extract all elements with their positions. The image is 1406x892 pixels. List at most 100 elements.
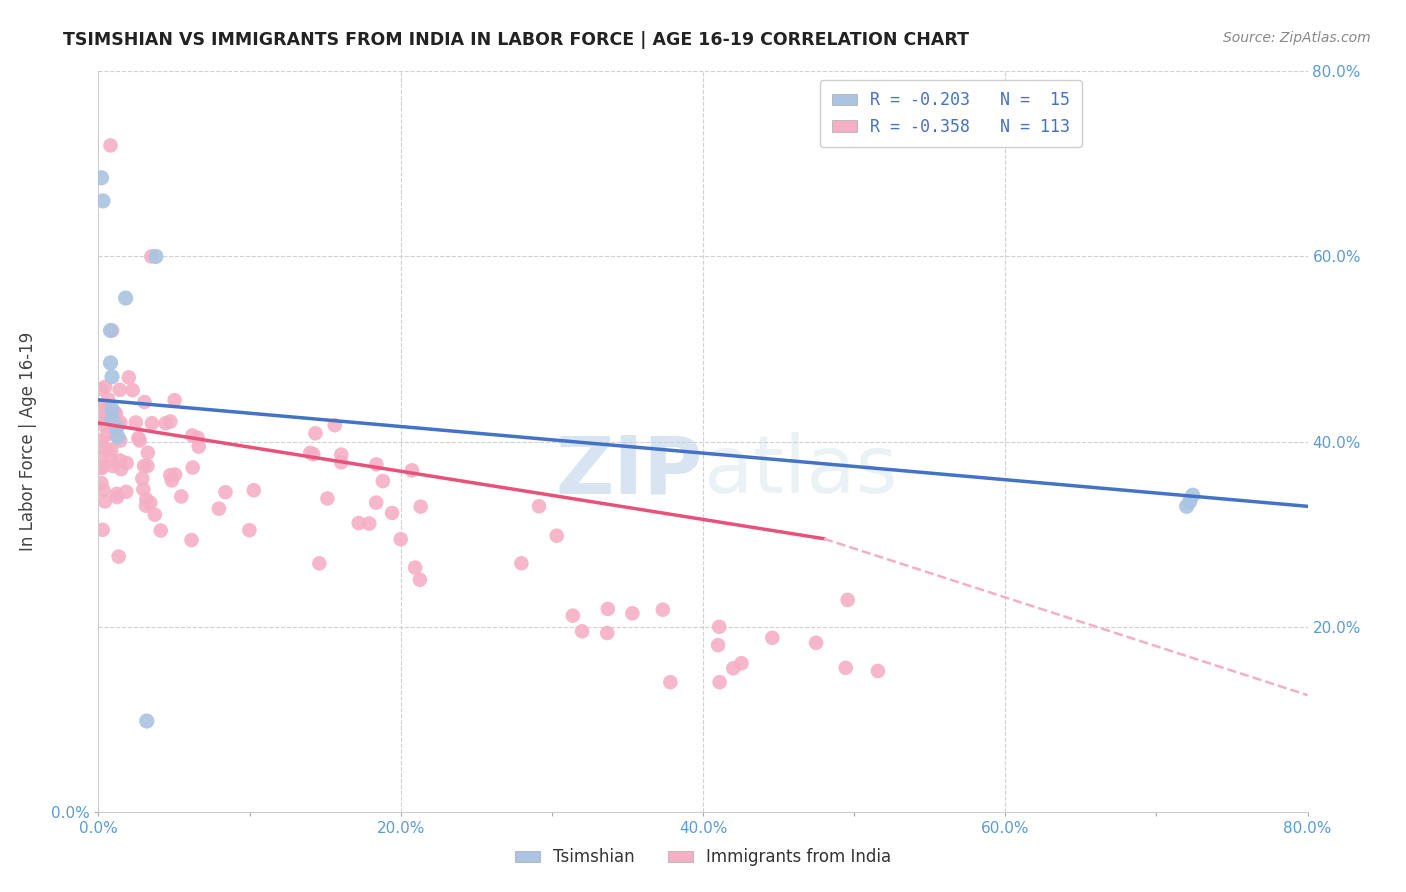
Point <box>1181 488 1204 502</box>
Point <box>134 395 156 409</box>
Point <box>135 714 157 728</box>
Point <box>299 446 322 460</box>
Point <box>107 430 129 444</box>
Point <box>115 484 138 499</box>
Text: Source: ZipAtlas.com: Source: ZipAtlas.com <box>1223 31 1371 45</box>
Point <box>155 416 177 430</box>
Point <box>93 483 115 498</box>
Point <box>381 506 404 520</box>
Point <box>596 626 619 640</box>
Point <box>651 603 673 617</box>
Point <box>366 458 388 472</box>
Point <box>159 468 181 483</box>
Point <box>723 661 745 675</box>
Point <box>527 500 550 514</box>
Point <box>145 250 167 264</box>
Point <box>101 411 124 425</box>
Point <box>96 427 118 442</box>
Point <box>132 458 155 473</box>
Point <box>107 417 129 432</box>
Point <box>114 291 136 305</box>
Point <box>104 406 127 420</box>
Point <box>141 416 163 430</box>
Point <box>90 401 112 416</box>
Point <box>100 324 122 338</box>
Point <box>404 560 426 574</box>
Point <box>100 453 122 467</box>
Point <box>571 624 593 639</box>
Point <box>90 434 112 449</box>
Text: TSIMSHIAN VS IMMIGRANTS FROM INDIA IN LABOR FORCE | AGE 16-19 CORRELATION CHART: TSIMSHIAN VS IMMIGRANTS FROM INDIA IN LA… <box>63 31 969 49</box>
Point <box>330 455 353 469</box>
Point <box>804 636 827 650</box>
Point <box>100 138 122 153</box>
Point <box>96 398 118 412</box>
Point <box>105 487 128 501</box>
Point <box>90 460 112 475</box>
Point <box>835 661 858 675</box>
Point <box>165 467 187 482</box>
Point <box>105 420 128 434</box>
Point <box>659 675 682 690</box>
Point <box>1178 494 1201 508</box>
Point <box>308 557 330 571</box>
Point <box>90 382 112 396</box>
Point <box>139 496 162 510</box>
Point <box>359 516 381 531</box>
Point <box>93 418 115 433</box>
Point <box>118 370 141 384</box>
Point <box>316 491 339 506</box>
Point <box>125 416 148 430</box>
Y-axis label: In Labor Force | Age 16-19: In Labor Force | Age 16-19 <box>18 332 37 551</box>
Point <box>304 426 326 441</box>
Point <box>110 416 132 430</box>
Point <box>866 664 889 678</box>
Point <box>100 356 122 370</box>
Point <box>707 638 730 652</box>
Point <box>94 409 117 424</box>
Point <box>170 490 193 504</box>
Point <box>90 476 112 491</box>
Legend: R = -0.203   N =  15, R = -0.358   N = 113: R = -0.203 N = 15, R = -0.358 N = 113 <box>820 79 1081 147</box>
Point <box>837 593 859 607</box>
Point <box>160 474 183 488</box>
Point <box>90 461 112 475</box>
Point <box>366 495 388 509</box>
Point <box>135 492 157 507</box>
Point <box>242 483 264 498</box>
Point <box>94 494 117 508</box>
Point <box>110 434 132 448</box>
Point <box>546 529 568 543</box>
Point <box>709 675 731 690</box>
Point <box>90 408 112 422</box>
Point <box>94 408 117 422</box>
Point <box>101 459 124 474</box>
Point <box>371 474 394 488</box>
Point <box>163 393 186 408</box>
Point <box>105 490 128 504</box>
Point <box>101 402 124 417</box>
Point <box>90 451 112 466</box>
Point <box>91 194 114 208</box>
Point <box>159 415 181 429</box>
Point <box>141 250 163 264</box>
Point <box>91 523 114 537</box>
Point <box>510 556 533 570</box>
Text: ZIP: ZIP <box>555 432 703 510</box>
Point <box>101 324 124 338</box>
Point <box>143 508 166 522</box>
Point <box>596 602 619 616</box>
Point <box>409 500 432 514</box>
Point <box>103 427 125 442</box>
Point <box>90 441 112 455</box>
Point <box>90 412 112 426</box>
Point <box>302 447 325 461</box>
Point <box>389 533 412 547</box>
Point <box>97 443 120 458</box>
Text: atlas: atlas <box>703 432 897 510</box>
Point <box>238 523 260 537</box>
Point <box>347 516 370 530</box>
Point <box>409 573 432 587</box>
Point <box>121 383 143 397</box>
Point <box>323 418 346 433</box>
